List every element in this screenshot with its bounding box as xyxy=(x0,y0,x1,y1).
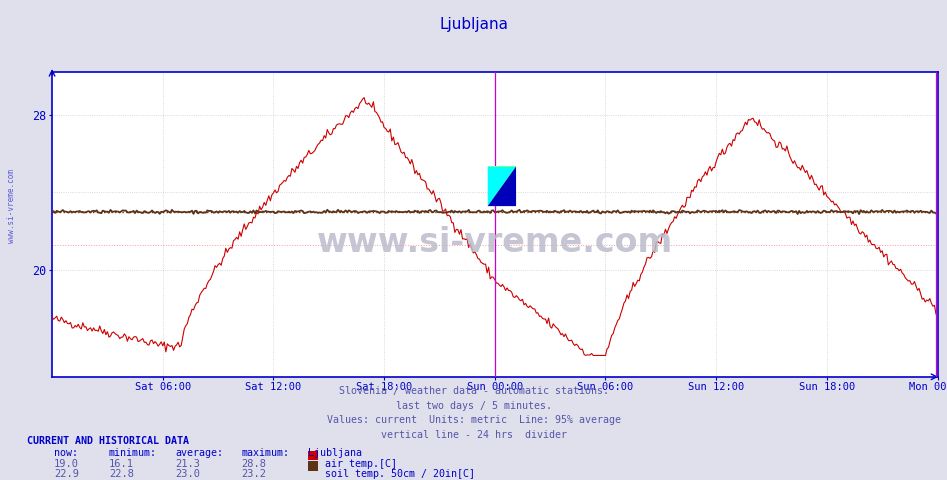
Polygon shape xyxy=(488,167,516,206)
Text: 28.8: 28.8 xyxy=(241,459,266,469)
Text: Ljubljana: Ljubljana xyxy=(308,448,362,458)
Text: 21.3: 21.3 xyxy=(175,459,200,469)
Text: 22.9: 22.9 xyxy=(54,469,79,480)
Text: 19.0: 19.0 xyxy=(54,459,79,469)
Text: 23.2: 23.2 xyxy=(241,469,266,480)
Text: Ljubljana: Ljubljana xyxy=(439,17,508,32)
Text: now:: now: xyxy=(54,448,78,458)
Polygon shape xyxy=(488,167,516,206)
Text: Slovenia / weather data - automatic stations.
last two days / 5 minutes.
Values:: Slovenia / weather data - automatic stat… xyxy=(327,386,620,440)
Text: soil temp. 50cm / 20in[C]: soil temp. 50cm / 20in[C] xyxy=(325,469,474,480)
Text: maximum:: maximum: xyxy=(241,448,290,458)
Text: minimum:: minimum: xyxy=(109,448,157,458)
Text: www.si-vreme.com: www.si-vreme.com xyxy=(7,169,16,243)
Text: CURRENT AND HISTORICAL DATA: CURRENT AND HISTORICAL DATA xyxy=(27,436,188,446)
Text: 16.1: 16.1 xyxy=(109,459,134,469)
Text: air temp.[C]: air temp.[C] xyxy=(325,459,397,469)
Text: www.si-vreme.com: www.si-vreme.com xyxy=(316,226,673,259)
Bar xyxy=(488,167,516,206)
Text: average:: average: xyxy=(175,448,223,458)
Text: 23.0: 23.0 xyxy=(175,469,200,480)
Text: 22.8: 22.8 xyxy=(109,469,134,480)
